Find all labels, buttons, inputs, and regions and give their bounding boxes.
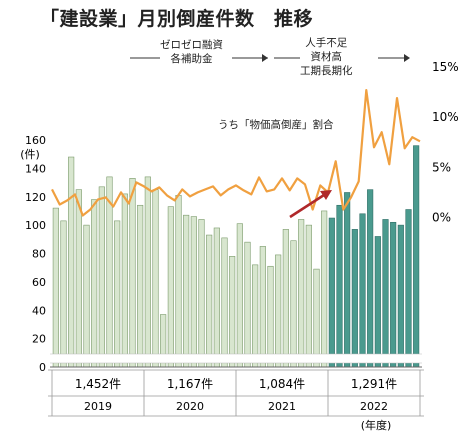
y-left-tick-label: 40 <box>32 304 46 317</box>
year-label: 2022 <box>360 400 388 413</box>
bar <box>121 193 128 368</box>
bar <box>68 156 75 368</box>
bar <box>91 199 98 368</box>
bar <box>259 246 266 368</box>
bar <box>336 204 343 368</box>
bar <box>98 186 105 368</box>
bar <box>229 256 236 368</box>
bar <box>83 224 90 368</box>
y-left-unit: (件) <box>20 148 40 161</box>
year-label: 2021 <box>268 400 296 413</box>
y-right-tick-label: 5% <box>432 160 451 174</box>
bar <box>175 195 182 368</box>
bar <box>405 209 412 368</box>
y-left-tick-label: 80 <box>32 248 46 261</box>
bar <box>75 189 82 368</box>
annotation-labor: 人手不足 資材高 工期長期化 <box>300 37 353 77</box>
year-label: 2019 <box>84 400 112 413</box>
bar <box>244 241 251 368</box>
bar <box>152 189 159 368</box>
y-left-tick-label: 0 <box>39 361 46 374</box>
y-left-tick-label: 60 <box>32 276 46 289</box>
bar <box>328 217 335 368</box>
y-right-tick-label: 10% <box>432 110 459 124</box>
bar <box>298 219 305 368</box>
year-label: 2020 <box>176 400 204 413</box>
trend-arrowhead <box>320 190 332 200</box>
bar <box>359 213 366 368</box>
y-right-tick-label: 0% <box>432 211 451 225</box>
bar <box>167 206 174 368</box>
y-left-tick-label: 160 <box>25 134 46 147</box>
year-total-label: 1,452件 <box>75 377 121 391</box>
y-left-tick-label: 120 <box>25 191 46 204</box>
annotation-arrowhead-labor <box>404 54 410 62</box>
bar <box>221 237 228 368</box>
bar <box>351 229 358 368</box>
year-total-label: 1,291件 <box>351 377 397 391</box>
bar <box>52 207 59 368</box>
bar <box>305 224 312 368</box>
bar <box>282 229 289 368</box>
bar <box>198 219 205 368</box>
bar <box>374 236 381 368</box>
y-right-tick-label: 15% <box>432 60 459 74</box>
bar <box>252 264 259 368</box>
bar <box>114 220 121 368</box>
bar <box>60 220 67 368</box>
x-unit-label: (年度) <box>361 418 392 432</box>
bar <box>382 219 389 368</box>
year-total-label: 1,084件 <box>259 377 305 391</box>
trend-arrow <box>289 193 325 219</box>
bar <box>137 204 144 368</box>
chart-title: 「建設業」月別倒産件数 推移 <box>40 8 314 30</box>
bar <box>344 192 351 368</box>
bar <box>313 268 320 368</box>
year-total-label: 1,167件 <box>167 377 213 391</box>
y-left-tick-label: 20 <box>32 333 46 346</box>
bar <box>290 240 297 368</box>
bar <box>267 265 274 368</box>
y-left-tick-label: 140 <box>25 162 46 175</box>
ratio-line <box>51 88 421 217</box>
bar <box>397 224 404 368</box>
bar <box>236 223 243 368</box>
annotation-zero-zero: ゼロゼロ融資 各補助金 <box>160 39 223 65</box>
annotation-arrowhead-zero <box>262 54 268 62</box>
bar <box>413 145 420 368</box>
bar <box>206 234 213 368</box>
bar <box>183 214 190 368</box>
bar <box>390 221 397 368</box>
bar <box>213 227 220 368</box>
y-left-tick-label: 100 <box>25 219 46 232</box>
annotation-ratio-label: うち「物価高倒産」割合 <box>218 119 334 131</box>
bar <box>321 210 328 368</box>
bar <box>275 254 282 368</box>
bar <box>129 178 136 368</box>
bar <box>190 216 197 368</box>
axis-break-band <box>50 354 422 363</box>
bar <box>367 189 374 368</box>
bar <box>144 176 151 368</box>
